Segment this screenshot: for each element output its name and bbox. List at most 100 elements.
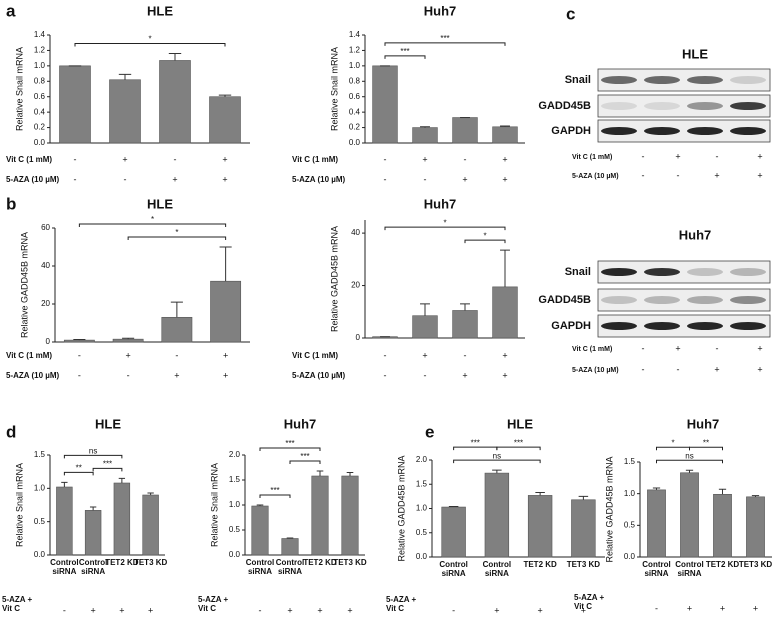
error-bar (219, 246, 232, 282)
treatment-label: 5-AZA (10 µM) (572, 173, 619, 180)
treatment-value: + (122, 154, 127, 164)
y-tick-label: 0.0 (416, 552, 428, 561)
blot-band (644, 76, 680, 84)
blot-row-label: GAPDH (551, 125, 591, 137)
y-tick-label: 0.0 (34, 550, 46, 559)
x-tick-label: Control siRNA (78, 558, 108, 576)
error-bar (286, 537, 294, 539)
treatment-value: + (222, 154, 227, 164)
blot-band (601, 268, 637, 276)
treatment-value: - (259, 605, 262, 615)
y-tick-label: 1.5 (229, 475, 241, 484)
error-bar (73, 339, 86, 341)
blot-band (730, 102, 766, 110)
x-tick-label-box: Control siRNA (439, 560, 467, 578)
blot-band (601, 127, 637, 135)
significance-bracket (63, 454, 123, 459)
x-tick-label-box: TET2 KD (705, 560, 740, 569)
x-tick-label: Control siRNA (275, 558, 305, 576)
treatment-value: - (74, 174, 77, 184)
y-tick-label: 1.0 (349, 61, 361, 70)
x-tick-label: Control siRNA (50, 558, 79, 576)
significance-label: *** (514, 438, 523, 447)
treatment-value: - (384, 174, 387, 184)
error-bar (122, 337, 135, 340)
y-tick-label: 60 (41, 223, 50, 232)
error-bar (718, 488, 727, 495)
bar (209, 96, 241, 144)
treatment-value: + (757, 343, 762, 353)
bar (527, 495, 553, 558)
bar (59, 65, 91, 144)
blot-band (687, 127, 723, 135)
y-tick-label: 1.2 (34, 46, 46, 55)
significance-bracket (453, 459, 541, 464)
x-tick-label-box: Control siRNA (246, 558, 274, 576)
y-tick-label: 0.5 (416, 528, 428, 537)
treatment-label: Vit C (1 mM) (6, 351, 52, 360)
y-tick-label: 0.8 (349, 76, 361, 85)
significance-label: *** (300, 452, 309, 461)
treatment-value: - (127, 370, 130, 380)
significance-label: * (175, 228, 178, 237)
significance-bracket (384, 55, 426, 59)
y-tick-label: 0.2 (349, 123, 361, 132)
y-axis-label: Relative GADD45B mRNA (329, 226, 339, 332)
treatment-label: 5-AZA + Vit C (2, 595, 33, 613)
y-tick-label: 0.5 (624, 520, 636, 529)
y-axis-label: Relative GADD45B mRNA (604, 456, 614, 562)
significance-label: * (483, 231, 486, 240)
x-tick-label-box: TET3 KD (134, 558, 167, 567)
treatment-value: + (223, 350, 228, 360)
y-axis-label: Relative Snail mRNA (329, 47, 339, 131)
x-tick-label: TET2 KD (705, 560, 740, 569)
significance-label: * (443, 218, 446, 227)
bar (56, 486, 73, 556)
significance-label: *** (285, 439, 294, 448)
treatment-label: 5-AZA + Vit C (198, 595, 229, 613)
treatment-value: - (452, 605, 455, 615)
bar (159, 60, 191, 144)
y-tick-label: 1.5 (34, 450, 46, 459)
blot-band (601, 322, 637, 330)
treatment-value: - (78, 370, 81, 380)
treatment-value: + (714, 364, 719, 374)
y-tick-label: 1.0 (416, 504, 428, 513)
y-tick-label: 0.0 (624, 552, 636, 561)
significance-label: ns (493, 451, 501, 460)
blot-band (730, 76, 766, 84)
bar (372, 65, 398, 144)
bar (484, 472, 510, 558)
error-bar (500, 125, 510, 127)
bar (142, 494, 159, 556)
treatment-label: Vit C (1 mM) (292, 351, 338, 360)
treatment-value: + (317, 605, 322, 615)
chart-title: Huh7 (687, 416, 720, 431)
blot-band (601, 76, 637, 84)
y-tick-label: 1.5 (624, 457, 636, 466)
significance-bracket (384, 226, 506, 231)
bar (492, 126, 518, 144)
chart-title: Huh7 (424, 3, 457, 18)
treatment-value: + (222, 174, 227, 184)
bar (63, 339, 95, 343)
blot-band (644, 322, 680, 330)
x-tick-label-box: TET2 KD (105, 558, 138, 567)
treatment-value: + (714, 170, 719, 180)
blot-strip (597, 314, 771, 338)
treatment-value: + (462, 370, 467, 380)
y-tick-label: 1.0 (229, 500, 241, 509)
treatment-value: + (422, 350, 427, 360)
significance-bracket (127, 236, 227, 240)
error-bar (535, 491, 545, 496)
treatment-value: - (78, 350, 81, 360)
blot-row-label: GADD45B (538, 294, 591, 306)
blot-band (601, 296, 637, 304)
treatment-value: - (174, 154, 177, 164)
treatment-label-box: 5-AZA + Vit C (198, 595, 229, 613)
treatment-label: 5-AZA + Vit C (574, 593, 605, 611)
x-tick-label: Control siRNA (482, 560, 512, 578)
bar (161, 316, 193, 343)
blot-title: Huh7 (679, 227, 712, 242)
